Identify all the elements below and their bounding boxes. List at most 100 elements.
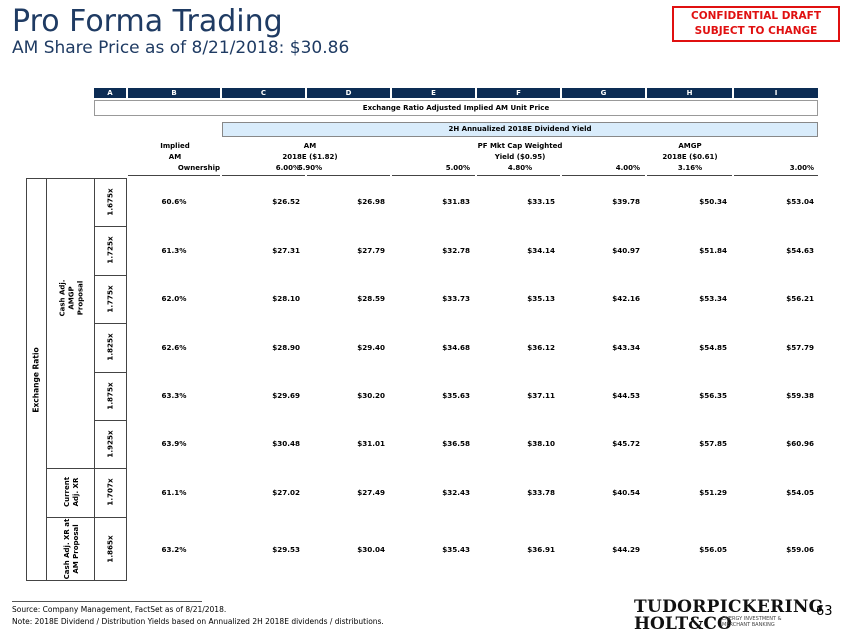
header-underline xyxy=(392,175,475,176)
confidential-line-2: SUBJECT TO CHANGE xyxy=(694,25,818,37)
row-value: $40.54 xyxy=(612,488,640,497)
header-yield-5: 5.00% xyxy=(445,164,470,172)
header-underline xyxy=(562,175,645,176)
row-value: $56.21 xyxy=(786,294,814,303)
row-value: $36.91 xyxy=(527,545,555,554)
row-value: $27.79 xyxy=(357,246,385,255)
row-value: $36.58 xyxy=(442,439,470,448)
row-value: $32.43 xyxy=(442,488,470,497)
row-ownership: 63.3% xyxy=(161,391,187,400)
row-value: $27.49 xyxy=(357,488,385,497)
row-value: $42.16 xyxy=(612,294,640,303)
header-underline xyxy=(222,175,305,176)
header-underline xyxy=(734,175,818,176)
row-value: $34.14 xyxy=(527,246,555,255)
group2-line2: Adj. XR xyxy=(72,477,80,507)
col-letter-e: E xyxy=(392,88,475,98)
row-value: $29.53 xyxy=(272,545,300,554)
col-letter-b: B xyxy=(128,88,220,98)
confidential-stamp: CONFIDENTIAL DRAFT SUBJECT TO CHANGE xyxy=(672,6,840,42)
row-value: $59.06 xyxy=(786,545,814,554)
row-value: $54.05 xyxy=(786,488,814,497)
row-value: $56.35 xyxy=(699,391,727,400)
logo-line-2: HOLT&CO xyxy=(634,614,732,634)
table-band-title: Exchange Ratio Adjusted Implied AM Unit … xyxy=(94,100,818,116)
header-amgp-line1: AMGP xyxy=(678,142,702,150)
row-ownership: 63.9% xyxy=(161,439,187,448)
group1-line3: Proposal xyxy=(76,280,85,316)
confidential-line-1: CONFIDENTIAL DRAFT xyxy=(691,10,821,22)
row-value: $54.85 xyxy=(699,343,727,352)
row-value: $54.63 xyxy=(786,246,814,255)
row-value: $30.20 xyxy=(357,391,385,400)
outer-bottom-line xyxy=(26,580,46,581)
row-value: $45.72 xyxy=(612,439,640,448)
row-value: $44.29 xyxy=(612,545,640,554)
row-ratio: 1.875x xyxy=(105,382,115,410)
row-value: $33.15 xyxy=(527,197,555,206)
row-value: $30.04 xyxy=(357,545,385,554)
group3-line2: AM Proposal xyxy=(72,524,80,574)
row-value: $29.40 xyxy=(357,343,385,352)
header-implied-line2: AM xyxy=(168,153,182,161)
row-ratio: 1.925x xyxy=(105,430,115,458)
row-value: $27.02 xyxy=(272,488,300,497)
row-value: $26.52 xyxy=(272,197,300,206)
row-value: $26.98 xyxy=(357,197,385,206)
grid-line xyxy=(94,275,126,276)
logo-tagline-2: MERCHANT BANKING xyxy=(722,622,775,628)
group3-line1: Cash Adj. XR at xyxy=(63,518,71,580)
row-value: $33.78 xyxy=(527,488,555,497)
row-ownership: 61.1% xyxy=(161,488,187,497)
group-current-adj-xr: Current Adj. XR xyxy=(63,477,81,507)
row-value: $28.10 xyxy=(272,294,300,303)
group1-line1: Cash Adj. xyxy=(58,279,67,317)
page-number: 63 xyxy=(816,604,833,619)
grid-line xyxy=(94,372,126,373)
row-value: $29.69 xyxy=(272,391,300,400)
row-value: $53.34 xyxy=(699,294,727,303)
header-underline xyxy=(128,175,220,176)
group-cash-adj-amgp: Cash Adj. AMGP Proposal xyxy=(59,280,86,317)
row-value: $28.90 xyxy=(272,343,300,352)
header-pf-line1: PF Mkt Cap Weighted xyxy=(477,142,563,150)
row-value: $35.13 xyxy=(527,294,555,303)
group2-line1: Current xyxy=(63,476,71,508)
row-ratio: 1.675x xyxy=(105,188,115,216)
grid-line xyxy=(46,178,126,179)
outer-right-line xyxy=(46,178,47,581)
header-am-line1: AM xyxy=(303,142,317,150)
row-value: $37.11 xyxy=(527,391,555,400)
row-ownership: 62.6% xyxy=(161,343,187,352)
row-value: $51.84 xyxy=(699,246,727,255)
header-pf-line2: Yield ($0.95) xyxy=(494,153,546,161)
footnote: Note: 2018E Dividend / Distribution Yiel… xyxy=(12,617,384,626)
group-cash-adj-xr-am: Cash Adj. XR at AM Proposal xyxy=(63,519,81,580)
row-value: $34.68 xyxy=(442,343,470,352)
header-underline xyxy=(477,175,560,176)
header-am: AM 2018E ($1.82) 5.90% xyxy=(230,141,390,174)
row-ratio: 1.825x xyxy=(105,333,115,361)
row-value: $50.34 xyxy=(699,197,727,206)
row-value: $31.01 xyxy=(357,439,385,448)
outer-left-line xyxy=(26,178,27,581)
row-value: $59.38 xyxy=(786,391,814,400)
header-pf-line3: 4.80% xyxy=(507,164,533,172)
row-value: $60.96 xyxy=(786,439,814,448)
row-value: $57.79 xyxy=(786,343,814,352)
col-letter-f: F xyxy=(477,88,560,98)
grid-line xyxy=(46,517,126,518)
row-ratio: 1.725x xyxy=(105,236,115,264)
exchange-ratio-label: Exchange Ratio xyxy=(31,347,41,413)
header-underline xyxy=(307,175,390,176)
header-yield-4: 4.00% xyxy=(615,164,640,172)
outer-top-line xyxy=(26,178,46,179)
logo-tagline: ENERGY INVESTMENT & MERCHANT BANKING xyxy=(722,616,782,628)
row-value: $53.04 xyxy=(786,197,814,206)
row-ratio: 1.775x xyxy=(105,285,115,313)
source-note: Source: Company Management, FactSet as o… xyxy=(12,605,227,614)
row-value: $57.85 xyxy=(699,439,727,448)
row-value: $30.48 xyxy=(272,439,300,448)
row-value: $51.29 xyxy=(699,488,727,497)
row-value: $35.63 xyxy=(442,391,470,400)
